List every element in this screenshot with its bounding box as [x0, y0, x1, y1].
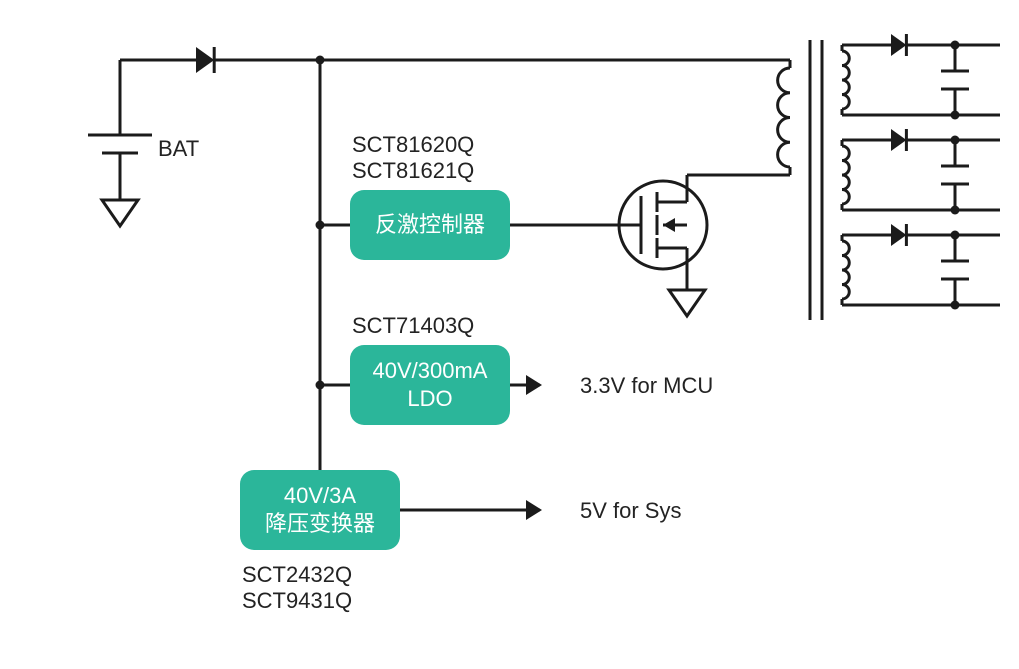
input-diode-icon	[196, 47, 214, 73]
flyback-part-2: SCT81621Q	[352, 158, 474, 183]
buck-output-label: 5V for Sys	[580, 498, 681, 523]
battery-label: BAT	[158, 136, 199, 161]
ground-mosfet-icon	[669, 290, 705, 316]
buck-block-label1: 40V/3A	[284, 483, 356, 508]
ldo-output-label: 3.3V for MCU	[580, 373, 713, 398]
flyback-part-1: SCT81620Q	[352, 132, 474, 157]
sec3-diode-icon	[891, 224, 906, 246]
buck-part-2: SCT9431Q	[242, 588, 352, 613]
ground-battery-icon	[102, 200, 138, 226]
sec2-diode-icon	[891, 129, 906, 151]
ldo-block-label2: LDO	[407, 386, 452, 411]
flyback-controller-block-label: 反激控制器	[375, 212, 485, 237]
ldo-block-label1: 40V/300mA	[373, 358, 488, 383]
buck-part-1: SCT2432Q	[242, 562, 352, 587]
ldo-part: SCT71403Q	[352, 313, 474, 338]
power-architecture-diagram: BAT 反激控制器 40V/300mA LDO 40V/3A 降压变换器 SCT81620Q…	[0, 0, 1019, 669]
sec1-diode-icon	[891, 34, 906, 56]
buck-block-label2: 降压变换器	[265, 511, 375, 536]
